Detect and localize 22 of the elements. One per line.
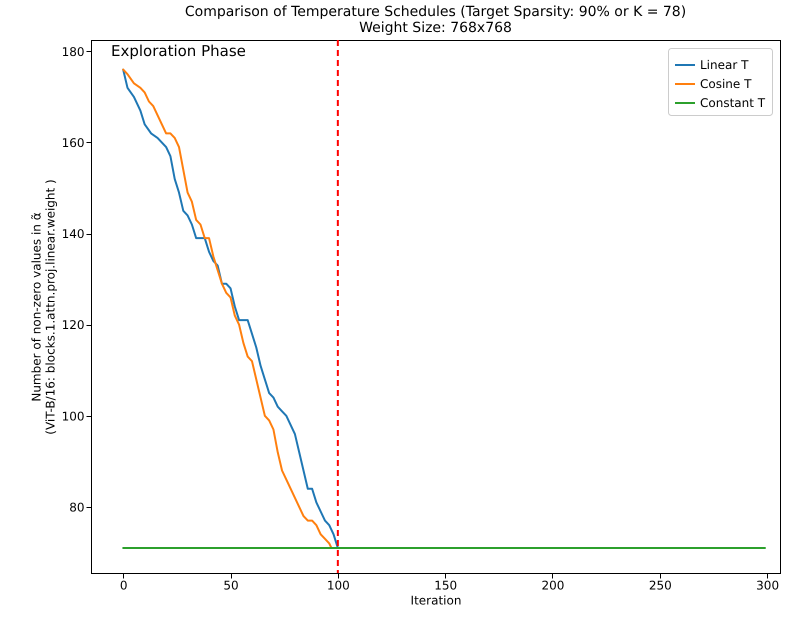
legend-label: Linear T <box>700 58 750 72</box>
y-tick-label: 140 <box>62 227 84 242</box>
x-tick-label: 300 <box>756 578 780 592</box>
y-tick-label: 120 <box>62 318 84 332</box>
chart-subtitle: Weight Size: 768x768 <box>359 20 512 36</box>
x-axis-title: Iteration <box>410 594 462 608</box>
y-tick-label: 100 <box>62 409 84 424</box>
x-tick-label: 50 <box>223 578 239 592</box>
legend-label: Cosine T <box>700 77 752 91</box>
legend-label: Constant T <box>700 96 766 110</box>
text: (ViT-B/16: blocks.1.attn.proj.linear.weight ) <box>44 179 58 435</box>
x-tick-label: 250 <box>648 578 672 592</box>
x-tick-label: 100 <box>326 578 350 592</box>
text: Number of non-zero values in α̃ <box>30 212 44 402</box>
annotation: Exploration Phase <box>111 42 246 60</box>
y-tick-label: 160 <box>62 136 84 150</box>
x-tick-label: 200 <box>542 578 564 592</box>
x-tick-label: 150 <box>434 578 458 592</box>
y-tick-label: 80 <box>69 500 84 514</box>
x-tick-label: 0 <box>120 578 128 592</box>
y-tick-label: 180 <box>62 44 84 59</box>
chart-title: Comparison of Temperature Schedules (Target Sparsity: 90% or K = 78) <box>184 4 686 20</box>
